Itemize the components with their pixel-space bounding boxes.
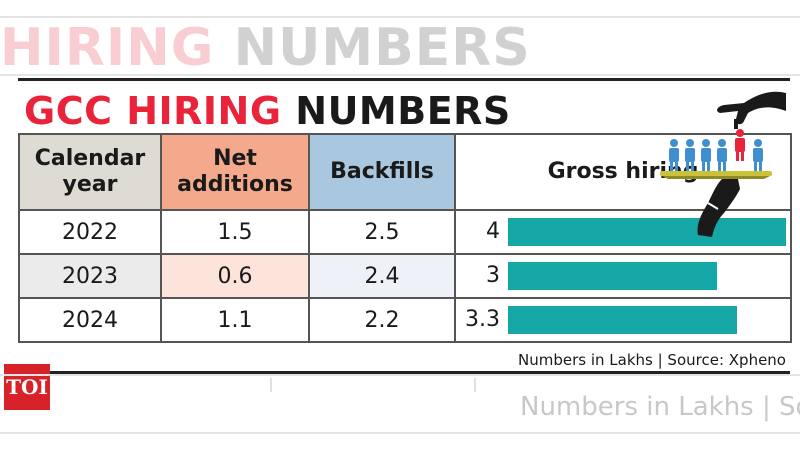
gross-hiring-cell: 4	[454, 209, 792, 255]
background-divider-lower	[0, 374, 800, 376]
chart-title-red: GCC HIRING	[24, 89, 282, 133]
chart-title-dark: NUMBERS	[295, 89, 511, 133]
background-divider-bottom	[0, 74, 800, 76]
net-additions-cell: 1.1	[160, 297, 310, 343]
header-backfills: Backfills	[308, 133, 456, 211]
year-cell: 2023	[18, 253, 162, 299]
gross-hiring-bar	[508, 262, 717, 290]
toi-logo: TOI	[4, 364, 50, 410]
gross-hiring-value: 3.3	[465, 307, 500, 332]
gross-hiring-cell: 3	[454, 253, 792, 299]
background-header-title: HIRING NUMBERS	[0, 20, 800, 76]
gross-hiring-cell: 3.3	[454, 297, 792, 343]
net-additions-cell: 1.5	[160, 209, 310, 255]
year-cell: 2024	[18, 297, 162, 343]
background-header-dark: NUMBERS	[233, 20, 531, 76]
backfills-cell: 2.5	[308, 209, 456, 255]
background-column-mark	[474, 378, 476, 392]
gross-hiring-value: 4	[486, 219, 500, 244]
table-row-2023: 2023 0.6 2.4 3	[18, 253, 792, 299]
background-source-fragment: Numbers in Lakhs | So	[520, 392, 800, 422]
gross-hiring-bar	[508, 218, 786, 246]
background-divider-top	[0, 16, 800, 18]
gross-hiring-bar	[508, 306, 737, 334]
people-icon	[669, 139, 763, 171]
table-row-2022: 2022 1.5 2.5 4	[18, 209, 792, 255]
backfills-cell: 2.4	[308, 253, 456, 299]
source-note: Numbers in Lakhs | Source: Xpheno	[518, 351, 786, 369]
hiring-table: Calendar year Net additions Backfills Gr…	[18, 133, 792, 343]
chart-card: GCC HIRING NUMBERS Calendar year Net add…	[18, 78, 792, 374]
header-calendar-year: Calendar year	[18, 133, 162, 211]
chart-title: GCC HIRING NUMBERS	[24, 87, 511, 135]
background-column-mark	[270, 378, 272, 392]
background-divider-footer	[0, 432, 800, 434]
background-header-red: HIRING	[0, 20, 215, 76]
table-row-2024: 2024 1.1 2.2 3.3	[18, 297, 792, 343]
year-cell: 2022	[18, 209, 162, 255]
net-additions-cell: 0.6	[160, 253, 310, 299]
gross-hiring-value: 3	[486, 263, 500, 288]
header-net-additions: Net additions	[160, 133, 310, 211]
hiring-hand-illustration	[660, 91, 786, 237]
backfills-cell: 2.2	[308, 297, 456, 343]
